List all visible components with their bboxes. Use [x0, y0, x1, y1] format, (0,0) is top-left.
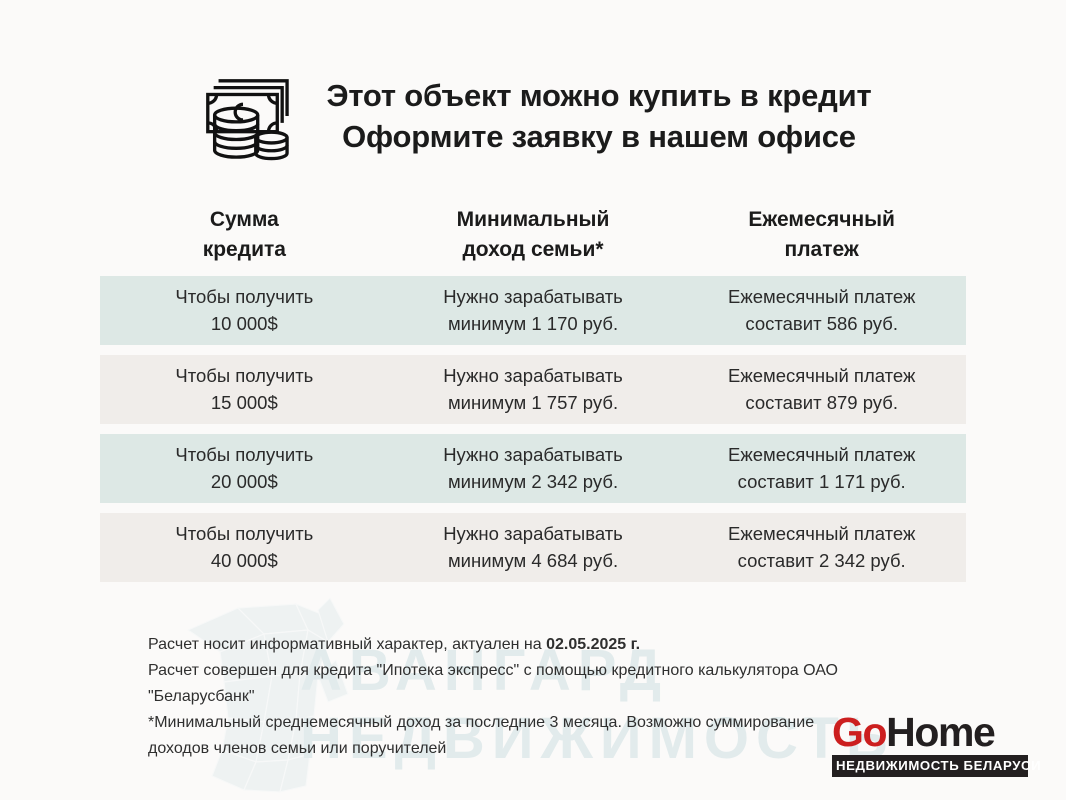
cell-minimum-income-line-1: Нужно зарабатывать — [443, 364, 623, 386]
cell-minimum-income: Нужно зарабатывать минимум 2 342 руб. — [389, 442, 678, 496]
footnote-line-2: Расчет совершен для кредита "Ипотека экс… — [148, 661, 838, 679]
logo-home-text: Home — [886, 709, 996, 755]
table-row: Чтобы получить 10 000$ Нужно зарабатыват… — [100, 276, 966, 345]
footnote: Расчет носит информативный характер, акт… — [148, 632, 938, 762]
cell-loan-amount-line-2: 10 000$ — [210, 312, 278, 334]
logo-wordmark: GoHome — [832, 712, 1028, 753]
cell-minimum-income-line-2: минимум 4 684 руб. — [447, 549, 619, 571]
footnote-line-1-prefix: Расчет носит информативный характер, акт… — [148, 636, 547, 653]
cell-loan-amount-line-1: Чтобы получить — [175, 522, 314, 544]
cell-monthly-payment-line-2: составит 586 руб. — [745, 312, 898, 334]
footnote-line-3: "Беларусбанк" — [148, 687, 255, 705]
cell-minimum-income-line-1: Нужно зарабатывать — [443, 522, 623, 544]
cell-minimum-income-line-2: минимум 1 757 руб. — [447, 391, 619, 413]
table-row: Чтобы получить 15 000$ Нужно зарабатыват… — [100, 355, 966, 424]
column-header-loan-amount: Сумма кредита — [100, 203, 389, 276]
column-header-monthly-payment: Ежемесячный платеж — [677, 203, 966, 276]
cell-loan-amount: Чтобы получить 15 000$ — [100, 363, 389, 417]
header: Этот объект можно купить в кредит Оформи… — [0, 62, 1066, 172]
cell-monthly-payment: Ежемесячный платеж составит 879 руб. — [677, 363, 966, 417]
cell-minimum-income-line-1: Нужно зарабатывать — [443, 285, 623, 307]
cell-minimum-income-line-2: минимум 1 170 руб. — [447, 312, 619, 334]
column-header-monthly-payment-line-1: Ежемесячный — [748, 208, 895, 231]
footnote-line-4: *Минимальный среднемесячный доход за пос… — [148, 713, 815, 731]
credit-table: Сумма кредита Минимальный доход семьи* Е… — [100, 203, 966, 592]
cell-monthly-payment-line-1: Ежемесячный платеж — [728, 522, 916, 544]
cell-monthly-payment-line-1: Ежемесячный платеж — [728, 364, 916, 386]
header-titles: Этот объект можно купить в кредит Оформи… — [327, 76, 872, 158]
cell-loan-amount-line-2: 20 000$ — [210, 470, 278, 492]
logo-tagline: НЕДВИЖИМОСТЬ БЕЛАРУСИ — [832, 755, 1041, 777]
page-title-line-2: Оформите заявку в нашем офисе — [342, 119, 856, 154]
gohome-logo[interactable]: GoHome НЕДВИЖИМОСТЬ БЕЛАРУСИ — [832, 712, 1041, 777]
cell-monthly-payment: Ежемесячный платеж составит 1 171 руб. — [677, 442, 966, 496]
column-header-loan-amount-line-1: Сумма — [209, 208, 279, 231]
column-header-minimum-income-line-1: Минимальный — [456, 208, 610, 231]
table-header-row: Сумма кредита Минимальный доход семьи* Е… — [100, 203, 966, 276]
table-row: Чтобы получить 20 000$ Нужно зарабатыват… — [100, 434, 966, 503]
footnote-line-5: доходов членов семьи или поручителей — [148, 739, 447, 757]
cell-loan-amount: Чтобы получить 40 000$ — [100, 521, 389, 575]
cell-minimum-income-line-2: минимум 2 342 руб. — [447, 470, 619, 492]
column-header-minimum-income: Минимальный доход семьи* — [389, 203, 678, 276]
cell-monthly-payment-line-1: Ежемесячный платеж — [728, 443, 916, 465]
cell-minimum-income: Нужно зарабатывать минимум 1 757 руб. — [389, 363, 678, 417]
cell-monthly-payment-line-2: составит 1 171 руб. — [737, 470, 906, 492]
cell-loan-amount-line-1: Чтобы получить — [175, 443, 314, 465]
column-header-monthly-payment-line-2: платеж — [784, 237, 859, 261]
money-stack-coins-icon — [205, 79, 289, 161]
cell-minimum-income: Нужно зарабатывать минимум 1 170 руб. — [389, 284, 678, 338]
cell-monthly-payment: Ежемесячный платеж составит 2 342 руб. — [677, 521, 966, 575]
footnote-line-1: Расчет носит информативный характер, акт… — [148, 632, 938, 658]
cell-monthly-payment-line-1: Ежемесячный платеж — [728, 285, 916, 307]
page-title-line-1: Этот объект можно купить в кредит — [326, 78, 872, 114]
cell-minimum-income: Нужно зарабатывать минимум 4 684 руб. — [389, 521, 678, 575]
cell-minimum-income-line-1: Нужно зарабатывать — [443, 443, 623, 465]
column-header-minimum-income-line-2: доход семьи* — [462, 237, 604, 261]
logo-go-text: Go — [832, 709, 888, 755]
cell-loan-amount-line-2: 40 000$ — [210, 549, 278, 571]
footnote-date: 02.05.2025 г. — [546, 636, 641, 653]
column-header-loan-amount-line-2: кредита — [202, 237, 286, 261]
cell-loan-amount-line-1: Чтобы получить — [175, 285, 314, 307]
cell-loan-amount-line-2: 15 000$ — [210, 391, 278, 413]
table-row: Чтобы получить 40 000$ Нужно зарабатыват… — [100, 513, 966, 582]
cell-monthly-payment: Ежемесячный платеж составит 586 руб. — [677, 284, 966, 338]
cell-monthly-payment-line-2: составит 2 342 руб. — [737, 549, 906, 571]
cell-loan-amount-line-1: Чтобы получить — [175, 364, 314, 386]
cell-monthly-payment-line-2: составит 879 руб. — [745, 391, 898, 413]
cell-loan-amount: Чтобы получить 10 000$ — [100, 284, 389, 338]
cell-loan-amount: Чтобы получить 20 000$ — [100, 442, 389, 496]
